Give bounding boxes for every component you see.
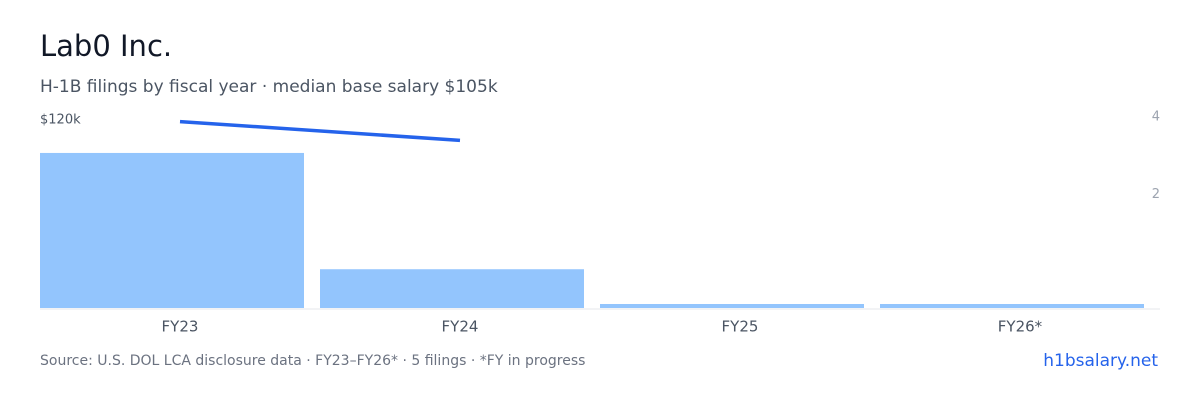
footer-link[interactable]: h1bsalary.net (1043, 351, 1158, 371)
x-tick-label: FY25 (722, 318, 759, 336)
chart-subtitle: H-1B filings by fiscal year · median bas… (40, 77, 498, 97)
y-tick-label: $120k (40, 113, 81, 128)
bar (880, 304, 1144, 308)
y2-tick-label: 2 (1152, 187, 1160, 202)
bar (40, 152, 304, 308)
bar (600, 304, 864, 308)
y2-tick-label: 4 (1152, 109, 1160, 124)
footer-source: Source: U.S. DOL LCA disclosure data · F… (40, 353, 585, 369)
salary-line (179, 119, 461, 143)
x-tick-label: FY26* (998, 318, 1043, 336)
chart-title: Lab0 Inc. (40, 29, 172, 63)
x-tick-label: FY24 (442, 318, 479, 336)
x-tick-label: FY23 (162, 318, 199, 336)
bar (320, 269, 584, 308)
